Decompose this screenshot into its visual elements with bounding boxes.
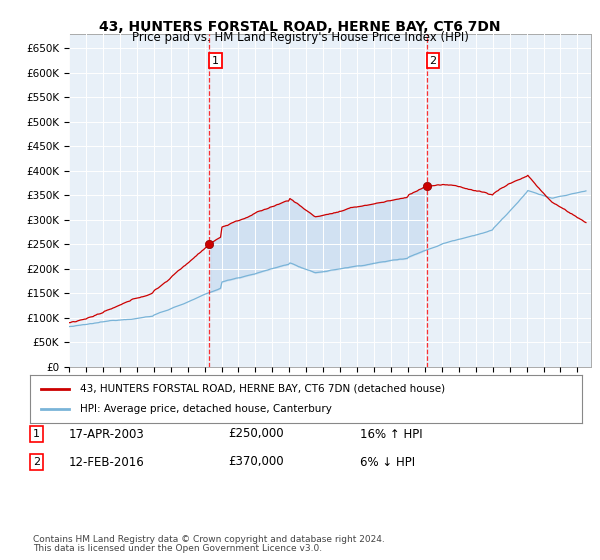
Text: This data is licensed under the Open Government Licence v3.0.: This data is licensed under the Open Gov… (33, 544, 322, 553)
Text: Price paid vs. HM Land Registry's House Price Index (HPI): Price paid vs. HM Land Registry's House … (131, 31, 469, 44)
Text: 12-FEB-2016: 12-FEB-2016 (69, 455, 145, 469)
Text: 16% ↑ HPI: 16% ↑ HPI (360, 427, 422, 441)
Text: Contains HM Land Registry data © Crown copyright and database right 2024.: Contains HM Land Registry data © Crown c… (33, 535, 385, 544)
Text: £250,000: £250,000 (228, 427, 284, 441)
Text: 43, HUNTERS FORSTAL ROAD, HERNE BAY, CT6 7DN: 43, HUNTERS FORSTAL ROAD, HERNE BAY, CT6… (99, 20, 501, 34)
Text: 2: 2 (430, 55, 437, 66)
Text: HPI: Average price, detached house, Canterbury: HPI: Average price, detached house, Cant… (80, 404, 332, 414)
Text: £370,000: £370,000 (228, 455, 284, 469)
Text: 2: 2 (33, 457, 40, 467)
Text: 43, HUNTERS FORSTAL ROAD, HERNE BAY, CT6 7DN (detached house): 43, HUNTERS FORSTAL ROAD, HERNE BAY, CT6… (80, 384, 445, 394)
Text: 1: 1 (33, 429, 40, 439)
Text: 1: 1 (212, 55, 219, 66)
Text: 6% ↓ HPI: 6% ↓ HPI (360, 455, 415, 469)
Text: 17-APR-2003: 17-APR-2003 (69, 427, 145, 441)
